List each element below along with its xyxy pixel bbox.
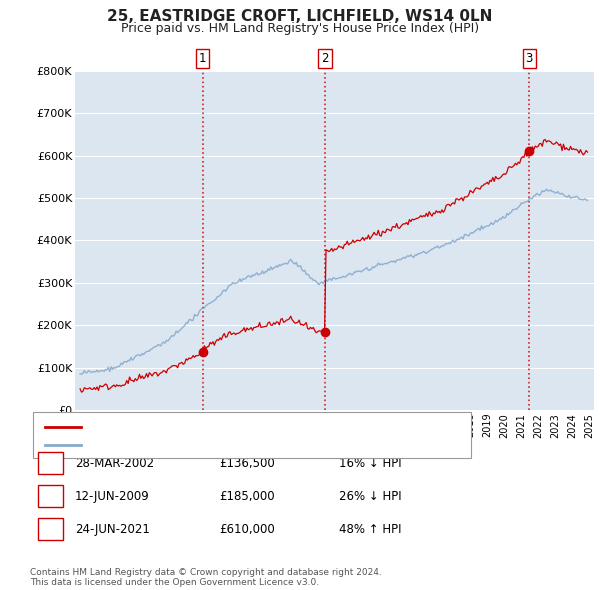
Text: 48% ↑ HPI: 48% ↑ HPI (339, 523, 401, 536)
Text: £610,000: £610,000 (219, 523, 275, 536)
Text: £185,000: £185,000 (219, 490, 275, 503)
Text: 25, EASTRIDGE CROFT, LICHFIELD, WS14 0LN (detached house): 25, EASTRIDGE CROFT, LICHFIELD, WS14 0LN… (87, 422, 419, 432)
Text: 2: 2 (322, 53, 329, 65)
Text: 3: 3 (526, 53, 533, 65)
Text: 12-JUN-2009: 12-JUN-2009 (75, 490, 150, 503)
Text: Price paid vs. HM Land Registry's House Price Index (HPI): Price paid vs. HM Land Registry's House … (121, 22, 479, 35)
Text: 1: 1 (199, 53, 206, 65)
Text: HPI: Average price, detached house, Lichfield: HPI: Average price, detached house, Lich… (87, 441, 324, 450)
Text: 25, EASTRIDGE CROFT, LICHFIELD, WS14 0LN: 25, EASTRIDGE CROFT, LICHFIELD, WS14 0LN (107, 9, 493, 24)
Text: 24-JUN-2021: 24-JUN-2021 (75, 523, 150, 536)
Text: 1: 1 (47, 457, 54, 470)
Text: 16% ↓ HPI: 16% ↓ HPI (339, 457, 401, 470)
Text: 28-MAR-2002: 28-MAR-2002 (75, 457, 154, 470)
Text: Contains HM Land Registry data © Crown copyright and database right 2024.
This d: Contains HM Land Registry data © Crown c… (30, 568, 382, 587)
Text: 26% ↓ HPI: 26% ↓ HPI (339, 490, 401, 503)
Text: £136,500: £136,500 (219, 457, 275, 470)
Text: 3: 3 (47, 523, 54, 536)
Text: 2: 2 (47, 490, 54, 503)
